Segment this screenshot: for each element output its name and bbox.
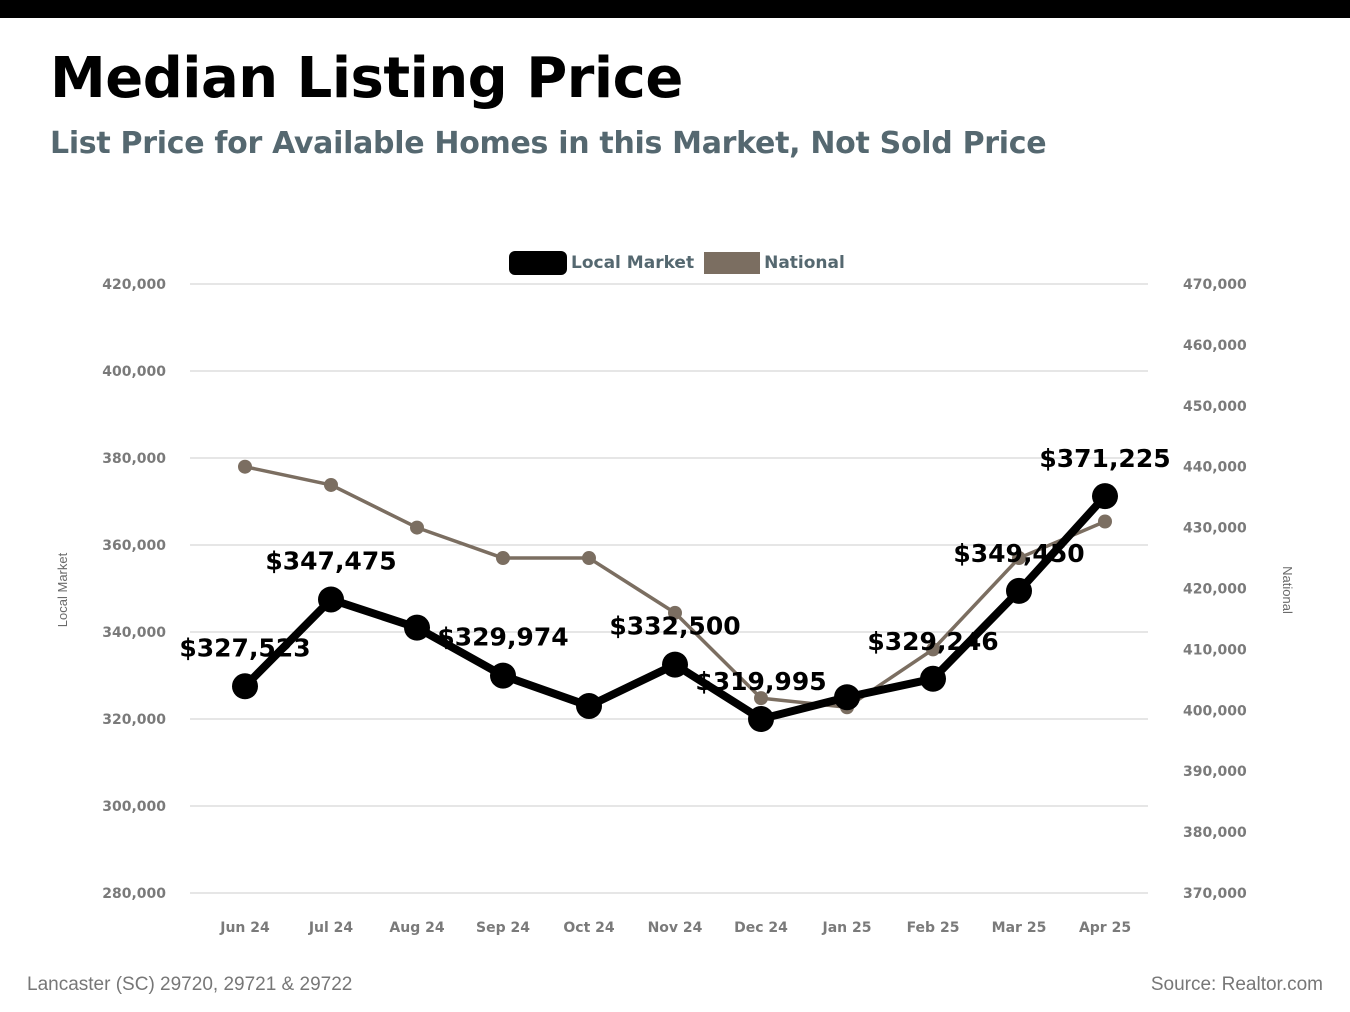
data-point-national: [582, 551, 596, 566]
series-local: [232, 483, 1118, 733]
data-labels: $327,523 $347,475 $329,974 $332,500 $319,995…: [179, 444, 1170, 696]
data-label-local: $347,475: [265, 546, 396, 575]
y-tick-label-left: 320,000: [102, 712, 166, 728]
data-point-local: [404, 614, 430, 641]
y-tick-label-right: 380,000: [1183, 825, 1247, 841]
footer-location: Lancaster (SC) 29720, 29721 & 29722: [27, 974, 353, 995]
y-tick-label-left: 340,000: [102, 625, 166, 641]
data-point-local: [748, 706, 774, 733]
y-axis-right: 370,000 380,000 390,000 400,000 410,000 420,0…: [1183, 277, 1247, 902]
data-point-local: [834, 684, 860, 711]
data-point-local: [490, 662, 516, 689]
data-label-local: $371,225: [1039, 444, 1170, 473]
y-tick-label-right: 410,000: [1183, 642, 1247, 658]
legend-label-local: Local Market: [571, 253, 695, 273]
data-label-local: $349,450: [953, 539, 1084, 568]
data-point-national: [238, 459, 252, 474]
legend-item-local: Local Market: [509, 251, 694, 275]
y-tick-label-right: 390,000: [1183, 764, 1247, 780]
data-label-local: $319,995: [695, 667, 826, 696]
grid-lines: [190, 283, 1148, 894]
data-point-local: [1092, 483, 1118, 510]
x-tick-label: Aug 24: [389, 920, 444, 936]
chart-title: Median Listing Price: [50, 46, 683, 111]
y-axis-label-right: National: [1280, 566, 1295, 614]
data-point-local: [576, 692, 602, 719]
y-tick-label-left: 280,000: [102, 886, 166, 902]
legend-label-national: National: [764, 253, 845, 273]
series-national: [238, 459, 1112, 715]
data-point-local: [920, 665, 946, 692]
footer-source: Source: Realtor.com: [1150, 974, 1323, 995]
x-tick-label: Jul 24: [308, 920, 354, 936]
x-axis: Jun 24 Jul 24 Aug 24 Sep 24 Oct 24 Nov 24 Dec …: [219, 920, 1131, 936]
x-tick-label: Feb 25: [907, 920, 960, 936]
line-chart: 280,000 300,000 320,000 340,000 360,000 380,0…: [55, 277, 1295, 936]
legend-swatch-local: [509, 251, 567, 275]
legend: Local Market National: [509, 250, 855, 276]
data-point-national: [1098, 514, 1112, 529]
data-point-local: [318, 586, 344, 613]
y-tick-label-left: 400,000: [102, 364, 166, 380]
x-tick-label: Oct 24: [563, 920, 615, 936]
y-tick-label-left: 360,000: [102, 538, 166, 554]
legend-item-national: National: [704, 252, 845, 274]
data-label-local: $329,246: [867, 627, 998, 656]
data-point-local: [1006, 577, 1032, 604]
y-axis-label-left: Local Market: [55, 552, 70, 627]
top-bar: [0, 0, 1350, 18]
data-point-national: [668, 605, 682, 620]
data-point-local: [662, 651, 688, 678]
y-tick-label-right: 440,000: [1183, 460, 1247, 476]
y-tick-label-right: 420,000: [1183, 582, 1247, 598]
data-point-national: [1012, 551, 1026, 566]
y-tick-label-right: 370,000: [1183, 886, 1247, 902]
chart-subtitle: List Price for Available Homes in this M…: [50, 126, 1047, 161]
y-tick-label-right: 430,000: [1183, 521, 1247, 537]
data-label-local: $329,974: [437, 623, 568, 652]
y-tick-label-left: 300,000: [102, 799, 166, 815]
data-point-national: [926, 642, 940, 657]
data-point-national: [324, 477, 338, 492]
x-tick-label: Dec 24: [734, 920, 788, 936]
x-tick-label: Apr 25: [1079, 920, 1131, 936]
x-tick-label: Jun 24: [219, 920, 270, 936]
y-tick-label-left: 380,000: [102, 451, 166, 467]
y-tick-label-right: 400,000: [1183, 703, 1247, 719]
data-point-national: [496, 551, 510, 566]
y-axis-left: 280,000 300,000 320,000 340,000 360,000 380,0…: [102, 277, 166, 902]
data-point-national: [754, 691, 768, 706]
x-tick-label: Mar 25: [992, 920, 1047, 936]
x-tick-label: Jan 25: [822, 920, 872, 936]
y-tick-label-right: 470,000: [1183, 277, 1247, 293]
data-point-local: [232, 673, 258, 700]
x-tick-label: Sep 24: [476, 920, 530, 936]
x-tick-label: Nov 24: [648, 920, 703, 936]
legend-swatch-national: [704, 252, 761, 274]
y-tick-label-left: 420,000: [102, 277, 166, 293]
y-tick-label-right: 450,000: [1183, 399, 1247, 415]
y-tick-label-right: 460,000: [1183, 338, 1247, 354]
data-point-national: [410, 520, 424, 535]
data-label-local: $332,500: [609, 612, 740, 641]
data-label-local: $327,523: [179, 633, 310, 662]
